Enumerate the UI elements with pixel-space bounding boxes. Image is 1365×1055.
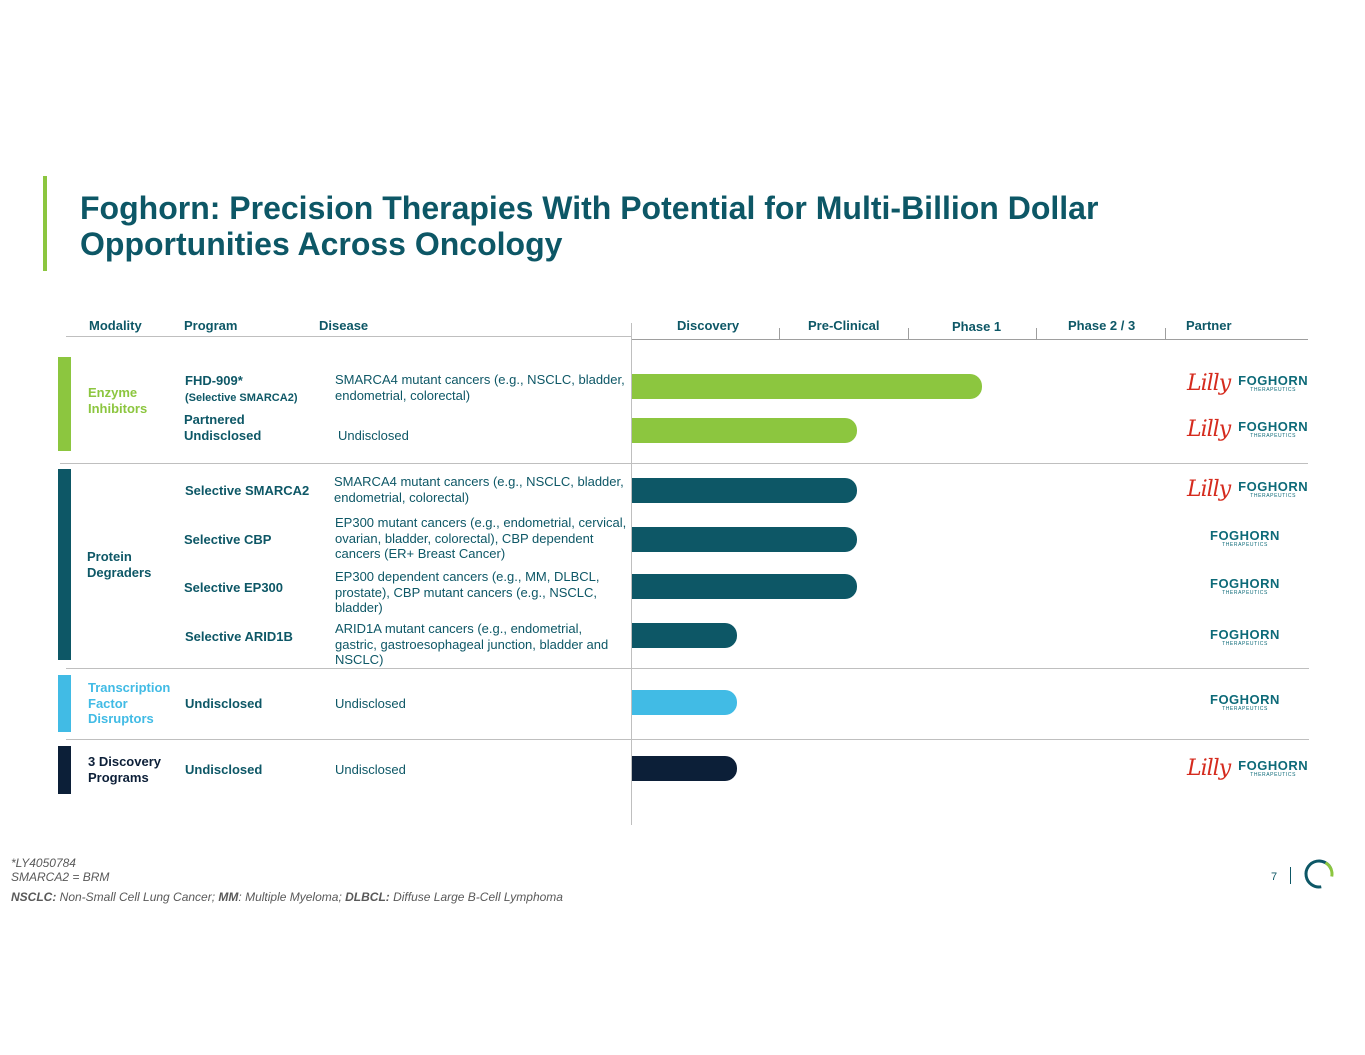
foghorn-logo: FOGHORN THERAPEUTICS [1238, 372, 1309, 393]
page-title: Foghorn: Precision Therapies With Potent… [80, 190, 1099, 262]
footnote-ly: *LY4050784 [11, 856, 76, 870]
header-modality: Modality [89, 318, 142, 333]
partner-logo-lilly-foghorn: Lilly FOGHORN THERAPEUTICS [1187, 371, 1308, 396]
foghorn-logo: FOGHORN THERAPEUTICS [1238, 418, 1309, 439]
foghorn-logo: FOGHORN THERAPEUTICS [1210, 627, 1280, 647]
header-partner: Partner [1186, 318, 1232, 333]
header-divider-right [632, 339, 1308, 340]
partner-logo-foghorn: FOGHORN THERAPEUTICS [1210, 628, 1280, 648]
lilly-logo: Lilly [1187, 477, 1231, 502]
group-divider [66, 739, 1309, 740]
program-name: Selective ARID1B [185, 629, 293, 644]
stage-tick [1036, 328, 1037, 340]
progress-bar [632, 623, 737, 648]
stage-tick [1165, 328, 1166, 340]
header-preclinical: Pre-Clinical [808, 318, 880, 333]
modality-bar-discovery [58, 746, 71, 794]
partner-logo-lilly-foghorn: Lilly FOGHORN THERAPEUTICS [1187, 417, 1308, 442]
partner-logo-foghorn: FOGHORN THERAPEUTICS [1210, 693, 1280, 713]
disease-text: Undisclosed [335, 762, 406, 777]
stage-tick [908, 328, 909, 340]
disease-text: SMARCA4 mutant cancers (e.g., NSCLC, bla… [335, 372, 625, 403]
modality-bar-enzyme [58, 357, 71, 451]
program-name: Selective CBP [184, 532, 272, 547]
header-program: Program [184, 318, 238, 333]
disease-text: Undisclosed [335, 696, 406, 711]
progress-bar [632, 374, 982, 399]
header-discovery: Discovery [677, 318, 740, 333]
program-name: Partnered Undisclosed [184, 412, 262, 443]
progress-bar [632, 418, 857, 443]
progress-bar [632, 527, 857, 552]
header-phase23: Phase 2 / 3 [1068, 318, 1136, 333]
modality-discovery-programs: 3 Discovery Programs [88, 754, 161, 785]
partner-logo-lilly-foghorn: Lilly FOGHORN THERAPEUTICS [1187, 477, 1308, 502]
modality-protein-degraders: Protein Degraders [87, 549, 152, 580]
stage-tick [779, 328, 780, 340]
partner-logo-foghorn: FOGHORN THERAPEUTICS [1210, 577, 1280, 597]
footnote-abbreviations: NSCLC: Non-Small Cell Lung Cancer; MM: M… [11, 890, 563, 904]
modality-transcription-factor-disruptors: Transcription Factor Disruptors [88, 680, 171, 726]
lilly-logo: Lilly [1187, 417, 1231, 442]
progress-bar [632, 478, 857, 503]
lilly-logo: Lilly [1187, 756, 1231, 781]
program-name: Selective EP300 [184, 580, 284, 595]
pipeline-axis [631, 323, 632, 825]
program-name: Undisclosed [185, 762, 263, 777]
modality-bar-transcription [58, 675, 71, 732]
lilly-logo: Lilly [1187, 371, 1231, 396]
progress-bar [632, 574, 857, 599]
partner-logo-lilly-foghorn: Lilly FOGHORN THERAPEUTICS [1187, 756, 1308, 781]
foghorn-logo: FOGHORN THERAPEUTICS [1210, 692, 1280, 712]
header-divider-left [66, 336, 631, 337]
disease-text: EP300 dependent cancers (e.g., MM, DLBCL… [335, 569, 600, 615]
program-name: FHD-909* (Selective SMARCA2) [185, 373, 298, 404]
program-name: Selective SMARCA2 [185, 483, 310, 498]
foghorn-logo: FOGHORN THERAPEUTICS [1210, 576, 1280, 596]
disease-text: Undisclosed [338, 428, 409, 443]
foghorn-logo: FOGHORN THERAPEUTICS [1238, 757, 1309, 778]
page-number-separator [1290, 867, 1291, 884]
modality-bar-degraders [58, 469, 71, 660]
header-disease: Disease [319, 318, 369, 333]
foghorn-logo: FOGHORN THERAPEUTICS [1210, 528, 1280, 548]
group-divider [60, 463, 1308, 464]
title-accent-bar [43, 176, 47, 271]
group-divider [66, 668, 1309, 669]
progress-bar [632, 756, 737, 781]
disease-text: ARID1A mutant cancers (e.g., endometrial… [335, 621, 609, 667]
footnote-smarca2: SMARCA2 = BRM [11, 870, 110, 884]
program-name: Undisclosed [185, 696, 263, 711]
header-phase1: Phase 1 [952, 319, 1002, 334]
modality-enzyme-inhibitors: Enzyme Inhibitors [88, 385, 148, 416]
disease-text: SMARCA4 mutant cancers (e.g., NSCLC, bla… [334, 474, 624, 505]
progress-bar [632, 690, 737, 715]
page-number: 7 [1271, 871, 1278, 883]
foghorn-logo: FOGHORN THERAPEUTICS [1238, 478, 1309, 499]
partner-logo-foghorn: FOGHORN THERAPEUTICS [1210, 529, 1280, 549]
foghorn-ring-icon [1304, 859, 1334, 889]
disease-text: EP300 mutant cancers (e.g., endometrial,… [335, 515, 627, 561]
